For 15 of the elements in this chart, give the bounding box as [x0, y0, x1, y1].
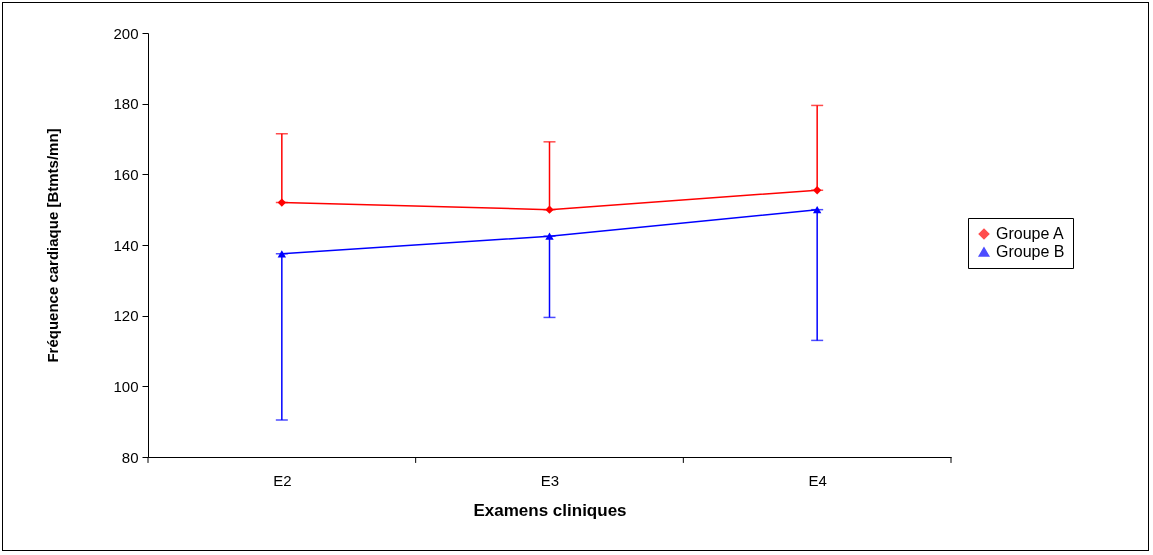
- y-tick-label: 160: [113, 165, 139, 183]
- legend-label: Groupe B: [996, 243, 1065, 260]
- x-axis-title: Examens cliniques: [473, 500, 627, 520]
- y-tick-label: 120: [113, 307, 139, 325]
- y-tick-label: 80: [121, 448, 139, 466]
- y-tick-label: 140: [113, 236, 139, 254]
- point: [812, 186, 822, 195]
- legend-label: Groupe A: [996, 225, 1064, 242]
- y-tick-label: 200: [113, 24, 139, 42]
- x-tick-label: E3: [540, 471, 560, 489]
- x-tick-label: E2: [273, 471, 292, 489]
- y-axis-title: Fréquence cardiaque [Btmts/mn]: [44, 128, 62, 363]
- y-tick-label: 180: [113, 95, 139, 113]
- y-tick-label: 100: [113, 377, 139, 395]
- x-tick-label: E4: [808, 471, 827, 489]
